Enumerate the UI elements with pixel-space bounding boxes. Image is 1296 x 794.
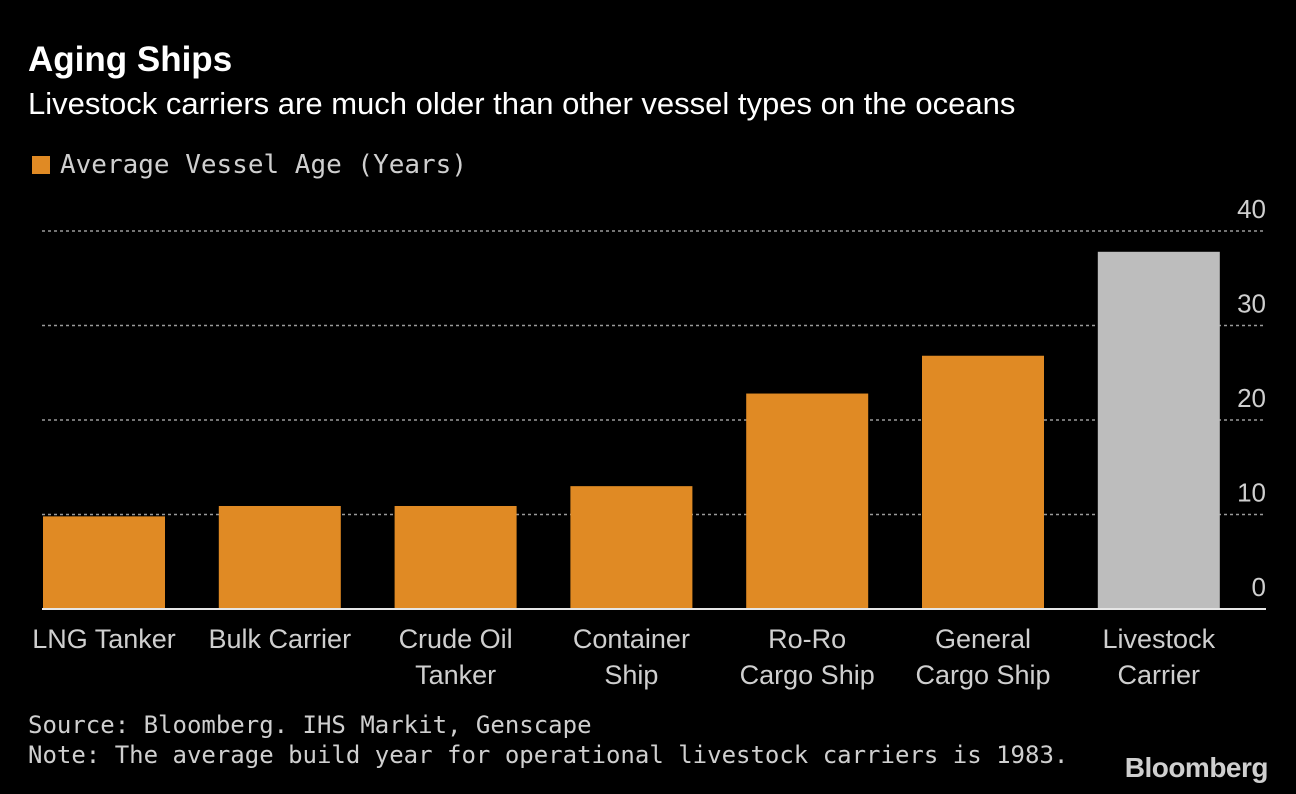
y-tick-label: 0 (1252, 572, 1266, 602)
x-category-label: Cargo Ship (915, 660, 1050, 690)
bar-container-ship (570, 486, 693, 609)
footnote: Note: The average build year for operati… (28, 741, 1069, 769)
chart-subtitle: Livestock carriers are much older than o… (28, 86, 1016, 121)
x-category-label: Container (573, 624, 690, 654)
legend-label: Average Vessel Age (Years) (60, 150, 467, 180)
bar-general-cargo-ship (922, 355, 1044, 609)
x-category-label: Bulk Carrier (209, 624, 352, 654)
y-axis-ticks: 0 10 20 30 40 (1237, 194, 1266, 602)
x-category-label: General (935, 624, 1031, 654)
source-note: Source: Bloomberg. IHS Markit, Genscape (28, 711, 592, 739)
bar-livestock-carrier (1097, 251, 1220, 610)
y-tick-label: 30 (1237, 289, 1266, 319)
x-category-label: Crude Oil (399, 624, 513, 654)
x-category-label: Carrier (1118, 660, 1201, 690)
legend: Average Vessel Age (Years) (32, 150, 467, 180)
bar-lng-tanker (43, 516, 165, 609)
x-category-label: Livestock (1103, 624, 1216, 654)
y-tick-label: 10 (1237, 478, 1266, 508)
x-category-label: Cargo Ship (740, 660, 875, 690)
bars (43, 251, 1220, 610)
bloomberg-logo: Bloomberg (1124, 752, 1269, 783)
chart-title: Aging Ships (28, 40, 233, 79)
bar-crude-oil-tanker (394, 505, 517, 609)
x-category-label: Ro-Ro (768, 624, 846, 654)
x-category-label: LNG Tanker (32, 624, 176, 654)
x-axis-labels: LNG Tanker Bulk Carrier Crude Oil Tanker Con… (32, 624, 1215, 690)
x-category-label: Tanker (415, 660, 496, 690)
legend-swatch (32, 156, 50, 174)
bar-ro-ro-cargo-ship (746, 393, 869, 609)
gridlines (42, 230, 1266, 516)
bar-bulk-carrier (218, 505, 341, 609)
y-tick-label: 40 (1237, 194, 1266, 224)
y-tick-label: 20 (1237, 383, 1266, 413)
x-category-label: Ship (604, 660, 658, 690)
